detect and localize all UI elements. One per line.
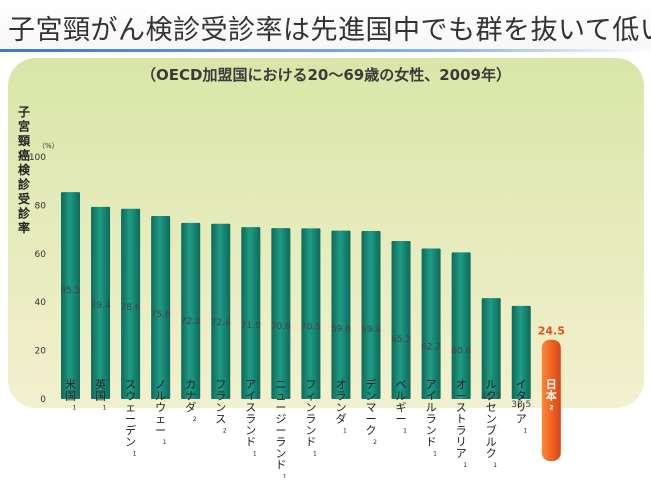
category-label: カナダ 2 xyxy=(185,378,197,423)
value-label: 79.4 xyxy=(91,301,111,311)
value-label-highlight: 24.5 xyxy=(538,325,565,338)
value-label: 65.3 xyxy=(391,335,411,345)
bar xyxy=(481,298,501,399)
bar xyxy=(61,192,80,399)
value-label: 41.7 xyxy=(481,392,501,402)
value-label: 72.8 xyxy=(181,317,201,327)
bar xyxy=(301,228,321,399)
bar xyxy=(91,206,111,399)
category-label: スウェーデン 1 xyxy=(125,378,137,458)
value-label: 70.6 xyxy=(271,322,291,332)
category-label: デンマーク 2 xyxy=(366,377,378,446)
category-label: 日本 2 xyxy=(546,378,557,412)
value-label: 70.5 xyxy=(301,322,321,332)
page-title: 子宮頸がん検診受診率は先進国中でも群を抜いて低い xyxy=(8,15,651,46)
category-label: ノルウェー 1 xyxy=(155,378,167,446)
category-label: ルクセンブルク 1 xyxy=(486,378,498,469)
bar xyxy=(271,228,291,399)
bar xyxy=(391,240,411,399)
category-label: イタリア 1 xyxy=(516,378,528,435)
value-label: 78.6 xyxy=(121,303,141,313)
bar xyxy=(511,305,531,399)
value-label: 72.4 xyxy=(211,318,231,328)
category-label: ベルギー 1 xyxy=(396,378,408,435)
value-label: 38.5 xyxy=(511,400,531,410)
value-label: 75.6 xyxy=(151,310,171,320)
bar xyxy=(331,230,351,399)
category-label: ニュージーランド 1 xyxy=(275,378,287,478)
value-label: 69.6 xyxy=(331,325,351,335)
bar xyxy=(451,252,471,399)
bar-chart: （OECD加盟国における20～69歳の女性、2009年） 子宮頸癌検診受診率 （%… xyxy=(8,58,644,478)
chart-subtitle: （OECD加盟国における20～69歳の女性、2009年） xyxy=(141,66,511,84)
bar xyxy=(151,216,171,399)
bar xyxy=(211,223,231,399)
y-tick-label: 80 xyxy=(35,201,47,211)
category-label: 米国 1 xyxy=(65,378,77,412)
y-tick-label: 60 xyxy=(35,250,47,260)
y-axis-label: 子宮頸癌検診受診率 xyxy=(18,105,31,235)
category-label: アイルランド 1 xyxy=(426,378,438,458)
category-label: フランス 2 xyxy=(215,378,227,435)
category-label: 英国 1 xyxy=(95,377,107,412)
y-tick-label: 100 xyxy=(29,153,46,163)
y-tick-label: 20 xyxy=(35,347,47,357)
bar-japan xyxy=(541,339,561,461)
bar xyxy=(361,231,381,399)
category-label: オーストラリア 1 xyxy=(456,378,468,469)
value-label: 71.0 xyxy=(241,321,261,331)
bar xyxy=(121,208,141,399)
chart-panel: （OECD加盟国における20～69歳の女性、2009年） 子宮頸癌検診受診率 （%… xyxy=(8,58,644,478)
value-label: 85.5 xyxy=(60,286,80,296)
title-rule xyxy=(0,49,651,52)
value-label: 69.4 xyxy=(361,325,381,335)
title-bar: 子宮頸がん検診受診率は先進国中でも群を抜いて低い xyxy=(0,0,651,52)
bar xyxy=(181,222,201,399)
category-label: アイスランド 1 xyxy=(245,378,257,458)
category-label: フィンランド 1 xyxy=(305,378,317,458)
y-axis-unit: （%） xyxy=(38,142,59,150)
category-label: オランダ 1 xyxy=(335,378,347,435)
value-label: 60.6 xyxy=(451,346,471,356)
y-tick-label: 0 xyxy=(40,395,46,405)
bar xyxy=(421,248,441,399)
bar xyxy=(241,227,261,399)
value-label: 62.2 xyxy=(421,342,441,352)
y-tick-label: 40 xyxy=(35,298,47,308)
